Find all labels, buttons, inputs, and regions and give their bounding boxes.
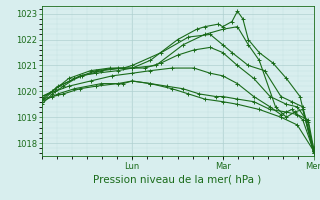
X-axis label: Pression niveau de la mer( hPa ): Pression niveau de la mer( hPa ) xyxy=(93,175,262,185)
